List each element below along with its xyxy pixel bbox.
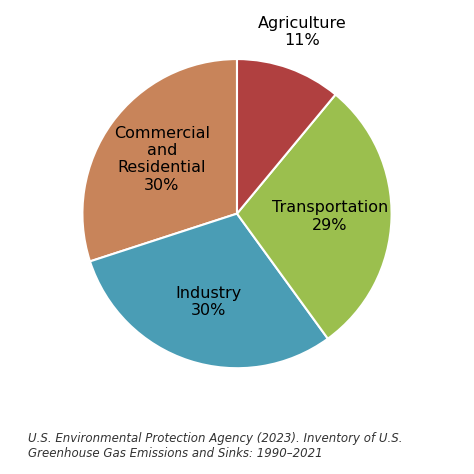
Text: Agriculture
11%: Agriculture 11% [258,16,347,48]
Text: Commercial
and
Residential
30%: Commercial and Residential 30% [114,126,210,193]
Text: Industry
30%: Industry 30% [175,286,241,318]
Text: Transportation
29%: Transportation 29% [272,201,388,233]
Wedge shape [237,59,336,214]
Wedge shape [82,59,237,261]
Wedge shape [90,214,328,368]
Wedge shape [237,94,392,339]
Text: U.S. Environmental Protection Agency (2023). Inventory of U.S.
Greenhouse Gas Em: U.S. Environmental Protection Agency (20… [28,432,403,460]
